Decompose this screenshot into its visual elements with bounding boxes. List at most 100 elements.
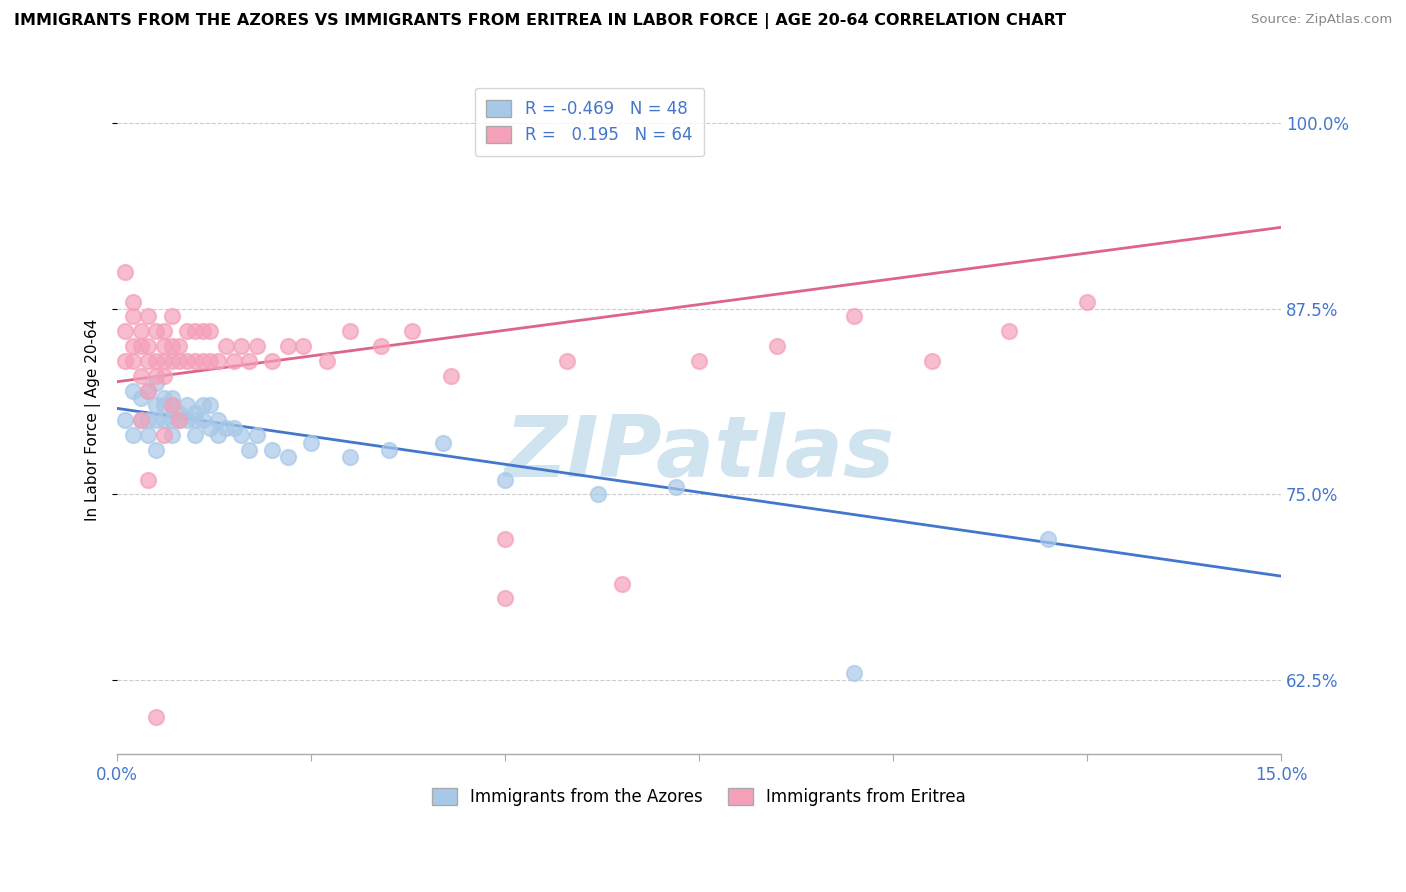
Point <box>153 413 176 427</box>
Point <box>176 399 198 413</box>
Text: IMMIGRANTS FROM THE AZORES VS IMMIGRANTS FROM ERITREA IN LABOR FORCE | AGE 20-64: IMMIGRANTS FROM THE AZORES VS IMMIGRANTS… <box>14 13 1066 29</box>
Point <box>688 354 710 368</box>
Point <box>588 487 610 501</box>
Point <box>339 324 361 338</box>
Point <box>494 591 516 606</box>
Point <box>378 442 401 457</box>
Point <box>129 324 152 338</box>
Point <box>169 354 191 368</box>
Point <box>184 428 207 442</box>
Point <box>246 339 269 353</box>
Point <box>145 376 167 391</box>
Y-axis label: In Labor Force | Age 20-64: In Labor Force | Age 20-64 <box>86 319 101 522</box>
Point <box>176 324 198 338</box>
Point <box>921 354 943 368</box>
Point <box>136 354 159 368</box>
Point <box>121 294 143 309</box>
Point <box>169 339 191 353</box>
Point <box>998 324 1021 338</box>
Point <box>238 354 260 368</box>
Point <box>176 354 198 368</box>
Point <box>145 399 167 413</box>
Point <box>315 354 337 368</box>
Point <box>114 324 136 338</box>
Point <box>292 339 315 353</box>
Point <box>114 265 136 279</box>
Point <box>200 324 222 338</box>
Point <box>207 428 229 442</box>
Point <box>145 368 167 383</box>
Point <box>370 339 392 353</box>
Point <box>215 420 238 434</box>
Point <box>160 310 183 324</box>
Point <box>200 399 222 413</box>
Point <box>121 339 143 353</box>
Point <box>121 384 143 398</box>
Point <box>432 435 454 450</box>
Point <box>160 339 183 353</box>
Point <box>184 406 207 420</box>
Point <box>299 435 322 450</box>
Point <box>339 450 361 465</box>
Text: Source: ZipAtlas.com: Source: ZipAtlas.com <box>1251 13 1392 27</box>
Point <box>129 391 152 405</box>
Point <box>136 413 159 427</box>
Point <box>153 354 176 368</box>
Point <box>176 413 198 427</box>
Point <box>145 324 167 338</box>
Point <box>160 399 183 413</box>
Point <box>160 413 183 427</box>
Point <box>145 710 167 724</box>
Point <box>262 354 284 368</box>
Point <box>136 339 159 353</box>
Point <box>136 428 159 442</box>
Point <box>145 442 167 457</box>
Point <box>191 413 214 427</box>
Point <box>153 391 176 405</box>
Point <box>145 413 167 427</box>
Point <box>160 391 183 405</box>
Point <box>169 413 191 427</box>
Point <box>129 413 152 427</box>
Point <box>494 473 516 487</box>
Point <box>238 442 260 457</box>
Point <box>1038 532 1060 546</box>
Point <box>555 354 578 368</box>
Point <box>153 399 176 413</box>
Point <box>191 354 214 368</box>
Point <box>153 339 176 353</box>
Point <box>136 310 159 324</box>
Point <box>169 406 191 420</box>
Point <box>114 413 136 427</box>
Point <box>121 354 143 368</box>
Point <box>200 354 222 368</box>
Point <box>121 310 143 324</box>
Point <box>184 413 207 427</box>
Point <box>184 324 207 338</box>
Point <box>129 413 152 427</box>
Point <box>231 339 253 353</box>
Point <box>1076 294 1098 309</box>
Point <box>200 420 222 434</box>
Point <box>222 420 245 434</box>
Point <box>191 399 214 413</box>
Point <box>277 339 299 353</box>
Point <box>160 428 183 442</box>
Point <box>277 450 299 465</box>
Point <box>169 413 191 427</box>
Point <box>160 399 183 413</box>
Point <box>129 339 152 353</box>
Point <box>207 413 229 427</box>
Point <box>844 665 866 680</box>
Point <box>246 428 269 442</box>
Point <box>844 310 866 324</box>
Point <box>665 480 688 494</box>
Point <box>136 384 159 398</box>
Point <box>153 324 176 338</box>
Point <box>401 324 423 338</box>
Point <box>191 324 214 338</box>
Point <box>136 384 159 398</box>
Point <box>231 428 253 442</box>
Point <box>184 354 207 368</box>
Point <box>262 442 284 457</box>
